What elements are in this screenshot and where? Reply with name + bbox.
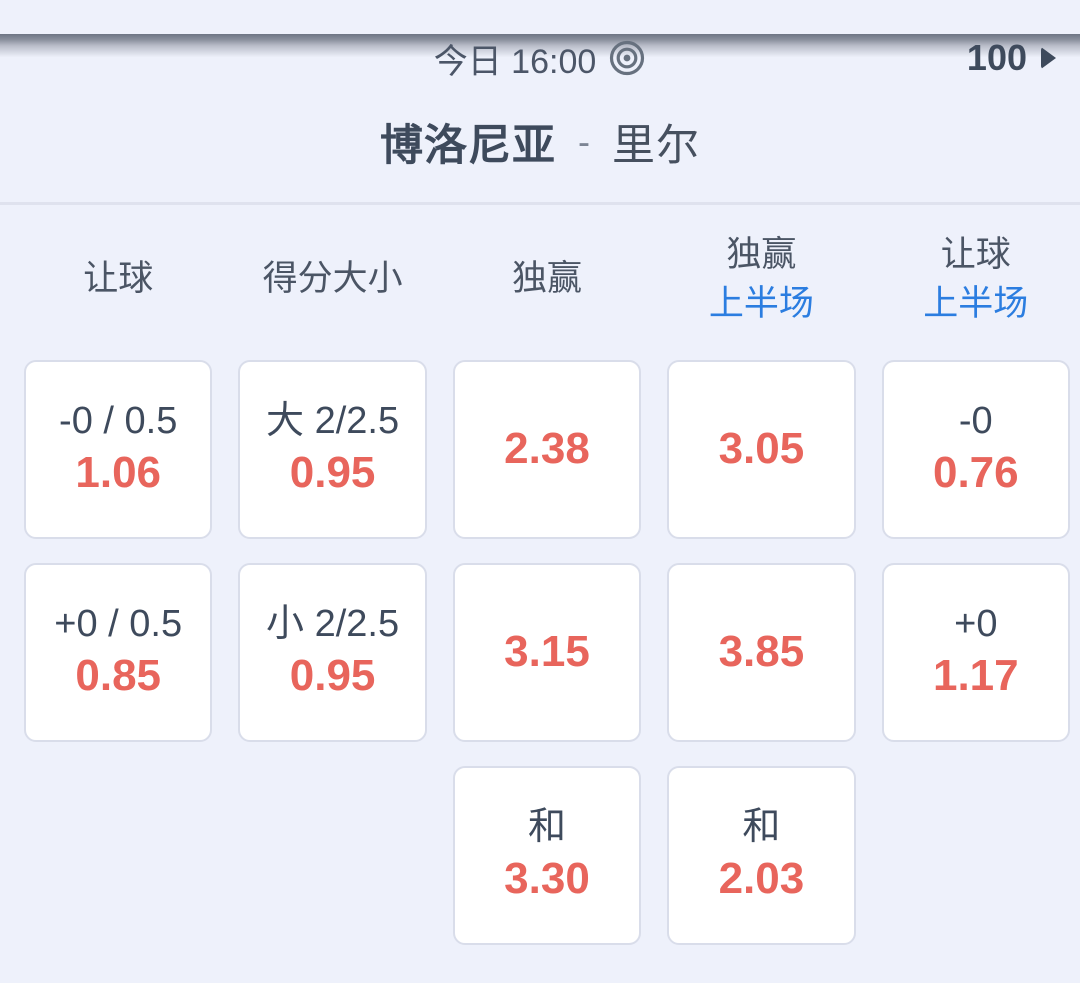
odds-cell-handicap-home[interactable]: -0 / 0.5 1.06 (24, 360, 213, 539)
markets-count: 100 (966, 37, 1027, 78)
markets-count-button[interactable]: 100 (967, 34, 1056, 82)
column-header-total-points: 得分大小 (262, 259, 403, 299)
match-header-bar: 今日 16:00 100 (0, 34, 1080, 82)
target-icon[interactable] (608, 39, 646, 77)
match-time-group: 今日 16:00 (0, 34, 1080, 82)
away-team-name: 里尔 (612, 122, 700, 170)
odds-cell-handicap-1h-away[interactable]: +0 1.17 (881, 563, 1070, 742)
odds-cell-moneyline-home[interactable]: 2.38 (452, 360, 642, 539)
team-separator: - (578, 121, 590, 162)
chevron-right-icon (1041, 47, 1056, 69)
odds-cell-moneyline-1h-home[interactable]: 3.05 (667, 360, 856, 539)
column-header-moneyline: 独赢 (511, 259, 582, 299)
odds-cell-moneyline-1h-away[interactable]: 3.85 (667, 563, 856, 742)
header-divider (0, 202, 1080, 205)
match-time: 今日 16:00 (433, 42, 597, 81)
column-header-handicap: 让球 (83, 259, 154, 299)
home-team-name: 博洛尼亚 (380, 122, 556, 170)
odds-cell-total-under[interactable]: 小 2/2.5 0.95 (238, 563, 427, 742)
odds-grid: -0 / 0.5 1.06 大 2/2.5 0.95 2.38 3.05 -0 … (0, 360, 1080, 945)
odds-cell-moneyline-away[interactable]: 3.15 (452, 563, 642, 742)
odds-cell-handicap-1h-home[interactable]: -0 0.76 (881, 360, 1070, 539)
odds-cell-handicap-away[interactable]: +0 / 0.5 0.85 (24, 563, 213, 742)
betting-odds-screen: 今日 16:00 100 博洛尼亚 - 里尔 让球 得分大小 (0, 34, 1080, 983)
match-title: 博洛尼亚 - 里尔 (0, 112, 1080, 172)
column-header-moneyline-first-half: 独赢 上半场 (708, 234, 814, 324)
odds-cell-total-over[interactable]: 大 2/2.5 0.95 (238, 360, 427, 539)
market-column-headers: 让球 得分大小 独赢 独赢 上半场 让球 上半场 (0, 205, 1080, 353)
odds-cell-moneyline-1h-draw[interactable]: 和 2.03 (667, 766, 856, 945)
odds-cell-moneyline-draw[interactable]: 和 3.30 (452, 766, 642, 945)
column-header-handicap-first-half: 让球 上半场 (923, 234, 1029, 324)
